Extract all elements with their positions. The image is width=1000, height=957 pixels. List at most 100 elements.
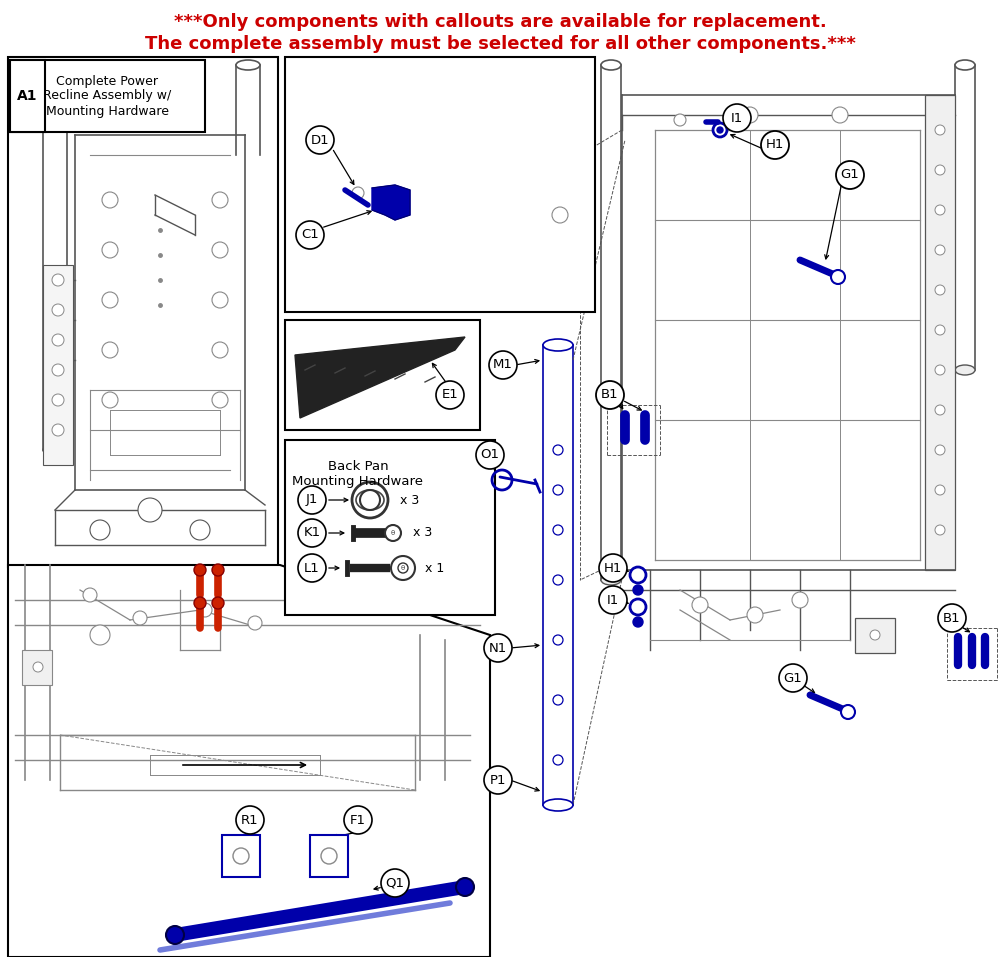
Circle shape (935, 125, 945, 135)
Circle shape (935, 245, 945, 255)
Polygon shape (295, 337, 465, 418)
Text: M1: M1 (493, 359, 513, 371)
Ellipse shape (955, 60, 975, 70)
Circle shape (52, 394, 64, 406)
Circle shape (198, 603, 212, 617)
Circle shape (553, 525, 563, 535)
Text: H1: H1 (766, 139, 784, 151)
Circle shape (747, 607, 763, 623)
Circle shape (831, 270, 845, 284)
Circle shape (870, 630, 880, 640)
Circle shape (717, 127, 723, 133)
Bar (855, 618, 895, 653)
Circle shape (233, 848, 249, 864)
Circle shape (484, 766, 512, 794)
Text: θ: θ (401, 565, 405, 571)
Text: A1: A1 (17, 89, 37, 103)
Circle shape (553, 445, 563, 455)
Circle shape (102, 392, 118, 408)
Circle shape (212, 192, 228, 208)
Circle shape (935, 285, 945, 295)
Bar (10, 60, 205, 132)
Bar (10, 60, 45, 132)
Text: Q1: Q1 (386, 877, 404, 889)
Ellipse shape (955, 365, 975, 375)
Circle shape (306, 126, 334, 154)
Circle shape (298, 519, 326, 547)
Circle shape (596, 381, 624, 409)
Circle shape (692, 597, 708, 613)
Bar (925, 95, 955, 570)
Circle shape (630, 567, 646, 583)
Text: x 3: x 3 (400, 494, 419, 506)
Circle shape (553, 695, 563, 705)
Circle shape (33, 662, 43, 672)
Circle shape (296, 221, 324, 249)
Circle shape (553, 755, 563, 765)
Circle shape (456, 878, 474, 896)
Text: x 3: x 3 (413, 526, 432, 540)
Ellipse shape (543, 799, 573, 811)
Circle shape (52, 304, 64, 316)
Text: B1: B1 (601, 389, 619, 402)
Text: K1: K1 (303, 526, 321, 540)
Bar (43, 265, 73, 465)
Circle shape (212, 597, 224, 609)
Circle shape (630, 599, 646, 615)
Circle shape (298, 486, 326, 514)
Circle shape (935, 445, 945, 455)
Bar (285, 57, 595, 312)
Circle shape (599, 586, 627, 614)
Text: Complete Power
Recline Assembly w/
Mounting Hardware: Complete Power Recline Assembly w/ Mount… (43, 75, 171, 118)
Circle shape (935, 165, 945, 175)
Circle shape (102, 292, 118, 308)
Text: F1: F1 (350, 813, 366, 827)
Polygon shape (8, 565, 490, 957)
Circle shape (484, 634, 512, 662)
Circle shape (674, 114, 686, 126)
Circle shape (553, 485, 563, 495)
Circle shape (90, 520, 110, 540)
Circle shape (398, 563, 408, 573)
Circle shape (599, 554, 627, 582)
Ellipse shape (601, 60, 621, 70)
Bar (285, 320, 480, 430)
Text: G1: G1 (784, 672, 802, 684)
Circle shape (391, 556, 415, 580)
Text: L1: L1 (304, 562, 320, 574)
Circle shape (83, 588, 97, 602)
Text: I1: I1 (607, 593, 619, 607)
Circle shape (190, 520, 210, 540)
Circle shape (360, 490, 380, 510)
Circle shape (552, 207, 568, 223)
Circle shape (212, 242, 228, 258)
Text: N1: N1 (489, 641, 507, 655)
Ellipse shape (601, 575, 621, 585)
Circle shape (385, 525, 401, 541)
Circle shape (633, 585, 643, 595)
Circle shape (194, 564, 206, 576)
Circle shape (553, 575, 563, 585)
Polygon shape (372, 185, 410, 220)
Circle shape (553, 635, 563, 645)
Circle shape (52, 274, 64, 286)
Text: θ: θ (391, 530, 395, 536)
Ellipse shape (43, 445, 67, 455)
Text: J1: J1 (306, 494, 318, 506)
Ellipse shape (43, 100, 67, 110)
Ellipse shape (236, 60, 260, 70)
Circle shape (381, 869, 409, 897)
Circle shape (194, 597, 206, 609)
Circle shape (836, 161, 864, 189)
Text: P1: P1 (490, 773, 506, 787)
Bar (285, 440, 495, 615)
Circle shape (138, 498, 162, 522)
Circle shape (935, 405, 945, 415)
Bar (22, 650, 52, 685)
Circle shape (436, 381, 464, 409)
Circle shape (761, 131, 789, 159)
Circle shape (935, 205, 945, 215)
Circle shape (935, 525, 945, 535)
Text: ***Only components with callouts are available for replacement.: ***Only components with callouts are ava… (174, 13, 826, 31)
Circle shape (476, 441, 504, 469)
